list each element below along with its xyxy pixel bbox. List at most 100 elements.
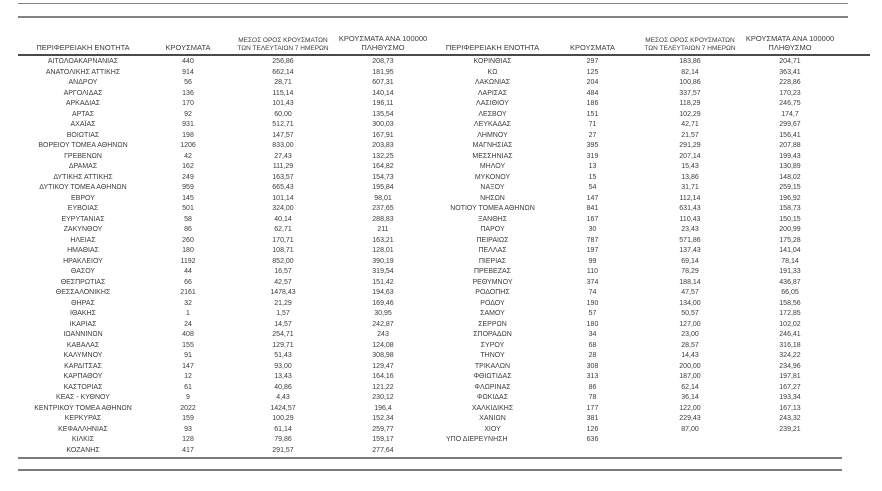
table-row: ΛΕΣΒΟΥ 151 102,29 174,7 — [440, 110, 840, 121]
column-header-cases-per-100k: ΚΡΟΥΣΜΑΤΑ ΑΝΑ 100000 ΠΛΗΘΥΣΜΟ — [338, 34, 428, 52]
cases-per-100k-cell: 243 — [377, 331, 389, 338]
table-row: ΓΡΕΒΕΝΩΝ 42 27,43 132,25 — [18, 152, 428, 163]
cases-per-100k-cell: 194,63 — [372, 289, 394, 296]
table-row: ΙΘΑΚΗΣ 1 1,57 30,95 — [18, 309, 428, 320]
7day-average-cell: 115,14 — [272, 89, 294, 97]
table-row: ΕΒΡΟΥ 145 101,14 98,01 — [18, 194, 428, 205]
region-cell: ΠΕΛΛΑΣ — [478, 247, 507, 254]
cases-cell: 319 — [586, 152, 599, 160]
7day-average-cell: 42,57 — [274, 278, 292, 286]
region-cell: ΑΝΑΤΟΛΙΚΗΣ ΑΤΤΙΚΗΣ — [45, 68, 121, 76]
7day-average-cell: 36,14 — [681, 394, 699, 401]
cases-per-100k-cell: 242,87 — [372, 320, 394, 328]
region-cell: ΔΥΤΙΚΗΣ ΑΤΤΙΚΗΣ — [53, 173, 113, 181]
7day-average-cell: 14,43 — [681, 352, 699, 359]
table-row: ΚΕΦΑΛΛΗΝΙΑΣ 93 61,14 259,77 — [18, 425, 428, 436]
region-cell: ΤΡΙΚΑΛΩΝ — [474, 362, 511, 370]
cases-cell: 34 — [588, 331, 597, 338]
cases-per-100k-cell: 324,22 — [779, 352, 801, 359]
cases-per-100k-cell: 30,95 — [374, 310, 392, 317]
cases-per-100k-cell: 152,34 — [372, 415, 394, 422]
region-cell: ΦΛΩΡΙΝΑΣ — [474, 383, 511, 391]
7day-average-cell: 134,00 — [679, 299, 701, 307]
7day-average-cell: 101,43 — [272, 100, 294, 107]
region-cell: ΚΑΛΥΜΝΟΥ — [63, 352, 103, 359]
table-header-underline — [18, 54, 870, 56]
table-row: ΤΡΙΚΑΛΩΝ 308 200,00 234,96 — [440, 362, 840, 373]
cases-per-100k-cell: 199,43 — [779, 152, 801, 160]
region-cell: ΕΥΡΥΤΑΝΙΑΣ — [61, 215, 105, 223]
cases-per-100k-cell: 204,71 — [779, 58, 801, 65]
cases-cell: 125 — [586, 68, 599, 76]
7day-average-cell: 61,14 — [274, 425, 292, 433]
cases-per-100k-cell: 154,73 — [372, 173, 394, 181]
cases-per-100k-cell: 299,67 — [779, 121, 801, 128]
7day-average-cell: 108,71 — [272, 247, 294, 254]
cases-cell: 86 — [184, 226, 192, 233]
cases-cell: 186 — [586, 100, 599, 107]
cases-cell: 841 — [586, 205, 599, 212]
7day-average-cell: 100,86 — [679, 79, 701, 86]
cases-per-100k-cell: 130,89 — [779, 163, 801, 170]
cases-per-100k-cell: 158,56 — [779, 299, 801, 307]
table-row: ΕΥΡΥΤΑΝΙΑΣ 58 40,14 288,83 — [18, 215, 428, 226]
region-cell: ΚΟΡΙΝΘΙΑΣ — [473, 58, 512, 65]
7day-average-cell: 1,57 — [276, 310, 290, 317]
cases-cell: 787 — [586, 236, 599, 244]
7day-average-cell: 23,43 — [681, 226, 699, 233]
cases-per-100k-cell: 150,15 — [779, 215, 801, 223]
cases-per-100k-cell: 363,41 — [779, 68, 801, 76]
region-cell: ΔΥΤΙΚΟΥ ΤΟΜΕΑ ΑΘΗΝΩΝ — [39, 184, 127, 191]
cases-cell: 440 — [182, 58, 194, 65]
regional-cases-table-right: ΠΕΡΙΦΕΡΕΙΑΚΗ ΕΝΟΤΗΤΑ ΚΡΟΥΣΜΑΤΑ ΜΕΣΟΣ ΟΡΟ… — [440, 28, 840, 446]
table-row: ΚΟΡΙΝΘΙΑΣ 297 183,86 204,71 — [440, 57, 840, 68]
table-row: ΚΟΖΑΝΗΣ 417 291,57 277,64 — [18, 446, 428, 457]
table-row: ΛΕΥΚΑΔΑΣ 71 42,71 299,67 — [440, 120, 840, 131]
region-cell: ΧΑΝΙΩΝ — [479, 415, 506, 422]
cases-per-100k-cell: 239,21 — [779, 425, 801, 433]
cases-cell: 204 — [586, 79, 599, 86]
region-cell: ΚΕΡΚΥΡΑΣ — [64, 415, 102, 422]
7day-average-cell: 42,71 — [681, 121, 699, 128]
cases-cell: 162 — [182, 163, 194, 170]
region-cell: ΛΕΣΒΟΥ — [478, 110, 507, 118]
table-row: ΝΟΤΙΟΥ ΤΟΜΕΑ ΑΘΗΝΩΝ 841 631,43 158,73 — [440, 204, 840, 215]
cases-per-100k-cell: 169,46 — [372, 299, 394, 307]
page-top-rule-1 — [18, 3, 848, 4]
cases-cell: 42 — [184, 152, 192, 160]
cases-per-100k-cell: 167,27 — [779, 383, 801, 391]
region-cell: ΙΩΑΝΝΙΝΩΝ — [63, 331, 103, 338]
cases-cell: 1192 — [180, 257, 196, 265]
7day-average-cell: 110,43 — [679, 215, 701, 223]
cases-cell: 71 — [588, 121, 597, 128]
cases-per-100k-cell: 196,11 — [372, 100, 394, 107]
7day-average-cell: 21,29 — [274, 299, 292, 307]
table-row: ΘΕΣΠΡΩΤΙΑΣ 66 42,57 151,42 — [18, 278, 428, 289]
cases-per-100k-cell: 196,92 — [779, 194, 801, 202]
page-bottom-rule-2 — [18, 469, 842, 471]
region-cell: ΞΑΝΘΗΣ — [477, 215, 508, 223]
table-row: ΜΗΛΟΥ 13 15,43 130,89 — [440, 162, 840, 173]
table-row: ΠΑΡΟΥ 30 23,43 200,99 — [440, 225, 840, 236]
cases-cell: 57 — [588, 310, 597, 317]
region-cell: ΕΥΒΟΙΑΣ — [67, 205, 99, 212]
7day-average-cell: 78,29 — [681, 268, 699, 275]
7day-average-cell: 254,71 — [272, 331, 294, 338]
region-cell: ΧΙΟΥ — [484, 425, 501, 433]
table-row: ΡΟΔΟΥ 190 134,00 158,56 — [440, 299, 840, 310]
region-cell: ΚΑΣΤΟΡΙΑΣ — [63, 383, 103, 391]
region-cell: ΚΕΑΣ - ΚΥΘΝΟΥ — [56, 394, 110, 401]
region-cell: ΑΡΤΑΣ — [71, 110, 95, 118]
cases-per-100k-cell: 607,31 — [372, 79, 394, 86]
table-row: ΡΟΔΟΠΗΣ 74 47,57 66,05 — [440, 288, 840, 299]
7day-average-cell — [640, 435, 740, 446]
7day-average-cell: 137,43 — [679, 247, 701, 254]
table-row: ΚΙΛΚΙΣ 128 79,86 159,17 — [18, 435, 428, 446]
region-cell: ΣΕΡΡΩΝ — [478, 320, 507, 328]
column-header-region: ΠΕΡΙΦΕΡΕΙΑΚΗ ΕΝΟΤΗΤΑ — [445, 42, 540, 52]
cases-cell: 74 — [588, 289, 597, 296]
column-header-region: ΠΕΡΙΦΕΡΕΙΑΚΗ ΕΝΟΤΗΤΑ — [36, 42, 130, 52]
cases-cell: 92 — [184, 110, 192, 118]
7day-average-cell: 337,57 — [679, 89, 701, 97]
region-cell: ΘΗΡΑΣ — [71, 299, 95, 307]
